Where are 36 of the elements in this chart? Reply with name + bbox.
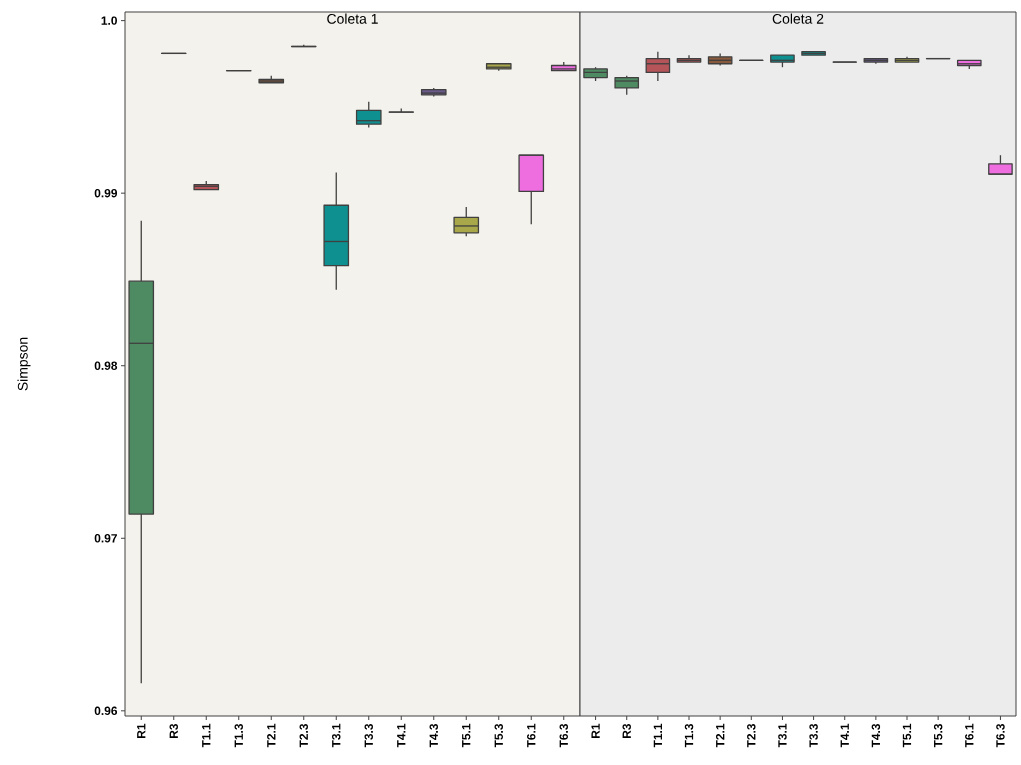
x-tick-label: T1.3 [684,723,694,748]
x-tick-label: T2.3 [747,723,756,748]
y-tick-label: 1.0 [101,16,117,25]
y-tick-label: 0.98 [94,361,118,370]
x-tick-label: T6.1 [527,723,536,748]
x-tick-label: T2.1 [715,723,725,748]
x-tick-label: T5.1 [462,723,471,748]
x-tick-label: T4.3 [429,723,438,748]
x-tick-label: T3.3 [809,723,818,748]
x-tick-label: T6.1 [965,723,974,748]
x-tick-label: R1 [591,723,600,739]
x-tick-label: T4.1 [840,723,849,748]
x-tick-label: T4.1 [397,723,406,748]
x-tick-label: T2.3 [299,723,308,748]
x-tick-label: T3.1 [778,723,787,748]
y-tick-label: 0.96 [94,706,118,716]
x-tick-label: T5.3 [494,723,503,748]
x-tick-label: T3.1 [332,723,341,748]
x-tick-label: R3 [622,723,631,739]
x-tick-label: T4.3 [871,723,881,748]
x-tick-label: T6.3 [996,723,1005,748]
x-tick-label: R1 [137,723,146,739]
x-tick-label: T6.3 [559,723,568,748]
x-tick-label: T3.3 [364,723,373,748]
y-tick-label: 0.97 [94,534,117,543]
y-axis-title: Simpson [17,337,31,391]
x-tick-label: T1.1 [653,723,662,748]
x-tick-label: T5.1 [902,723,912,748]
chart-title: Coleta 1 [327,13,378,24]
x-tick-label: T1.1 [202,723,211,748]
y-tick-label: 0.99 [94,188,118,198]
x-tick-label: T1.3 [234,723,243,748]
x-tick-label: T5.3 [933,723,943,748]
x-tick-label: T2.1 [267,723,276,748]
chart-title: Coleta 2 [772,13,824,24]
x-tick-label: R3 [169,723,178,739]
